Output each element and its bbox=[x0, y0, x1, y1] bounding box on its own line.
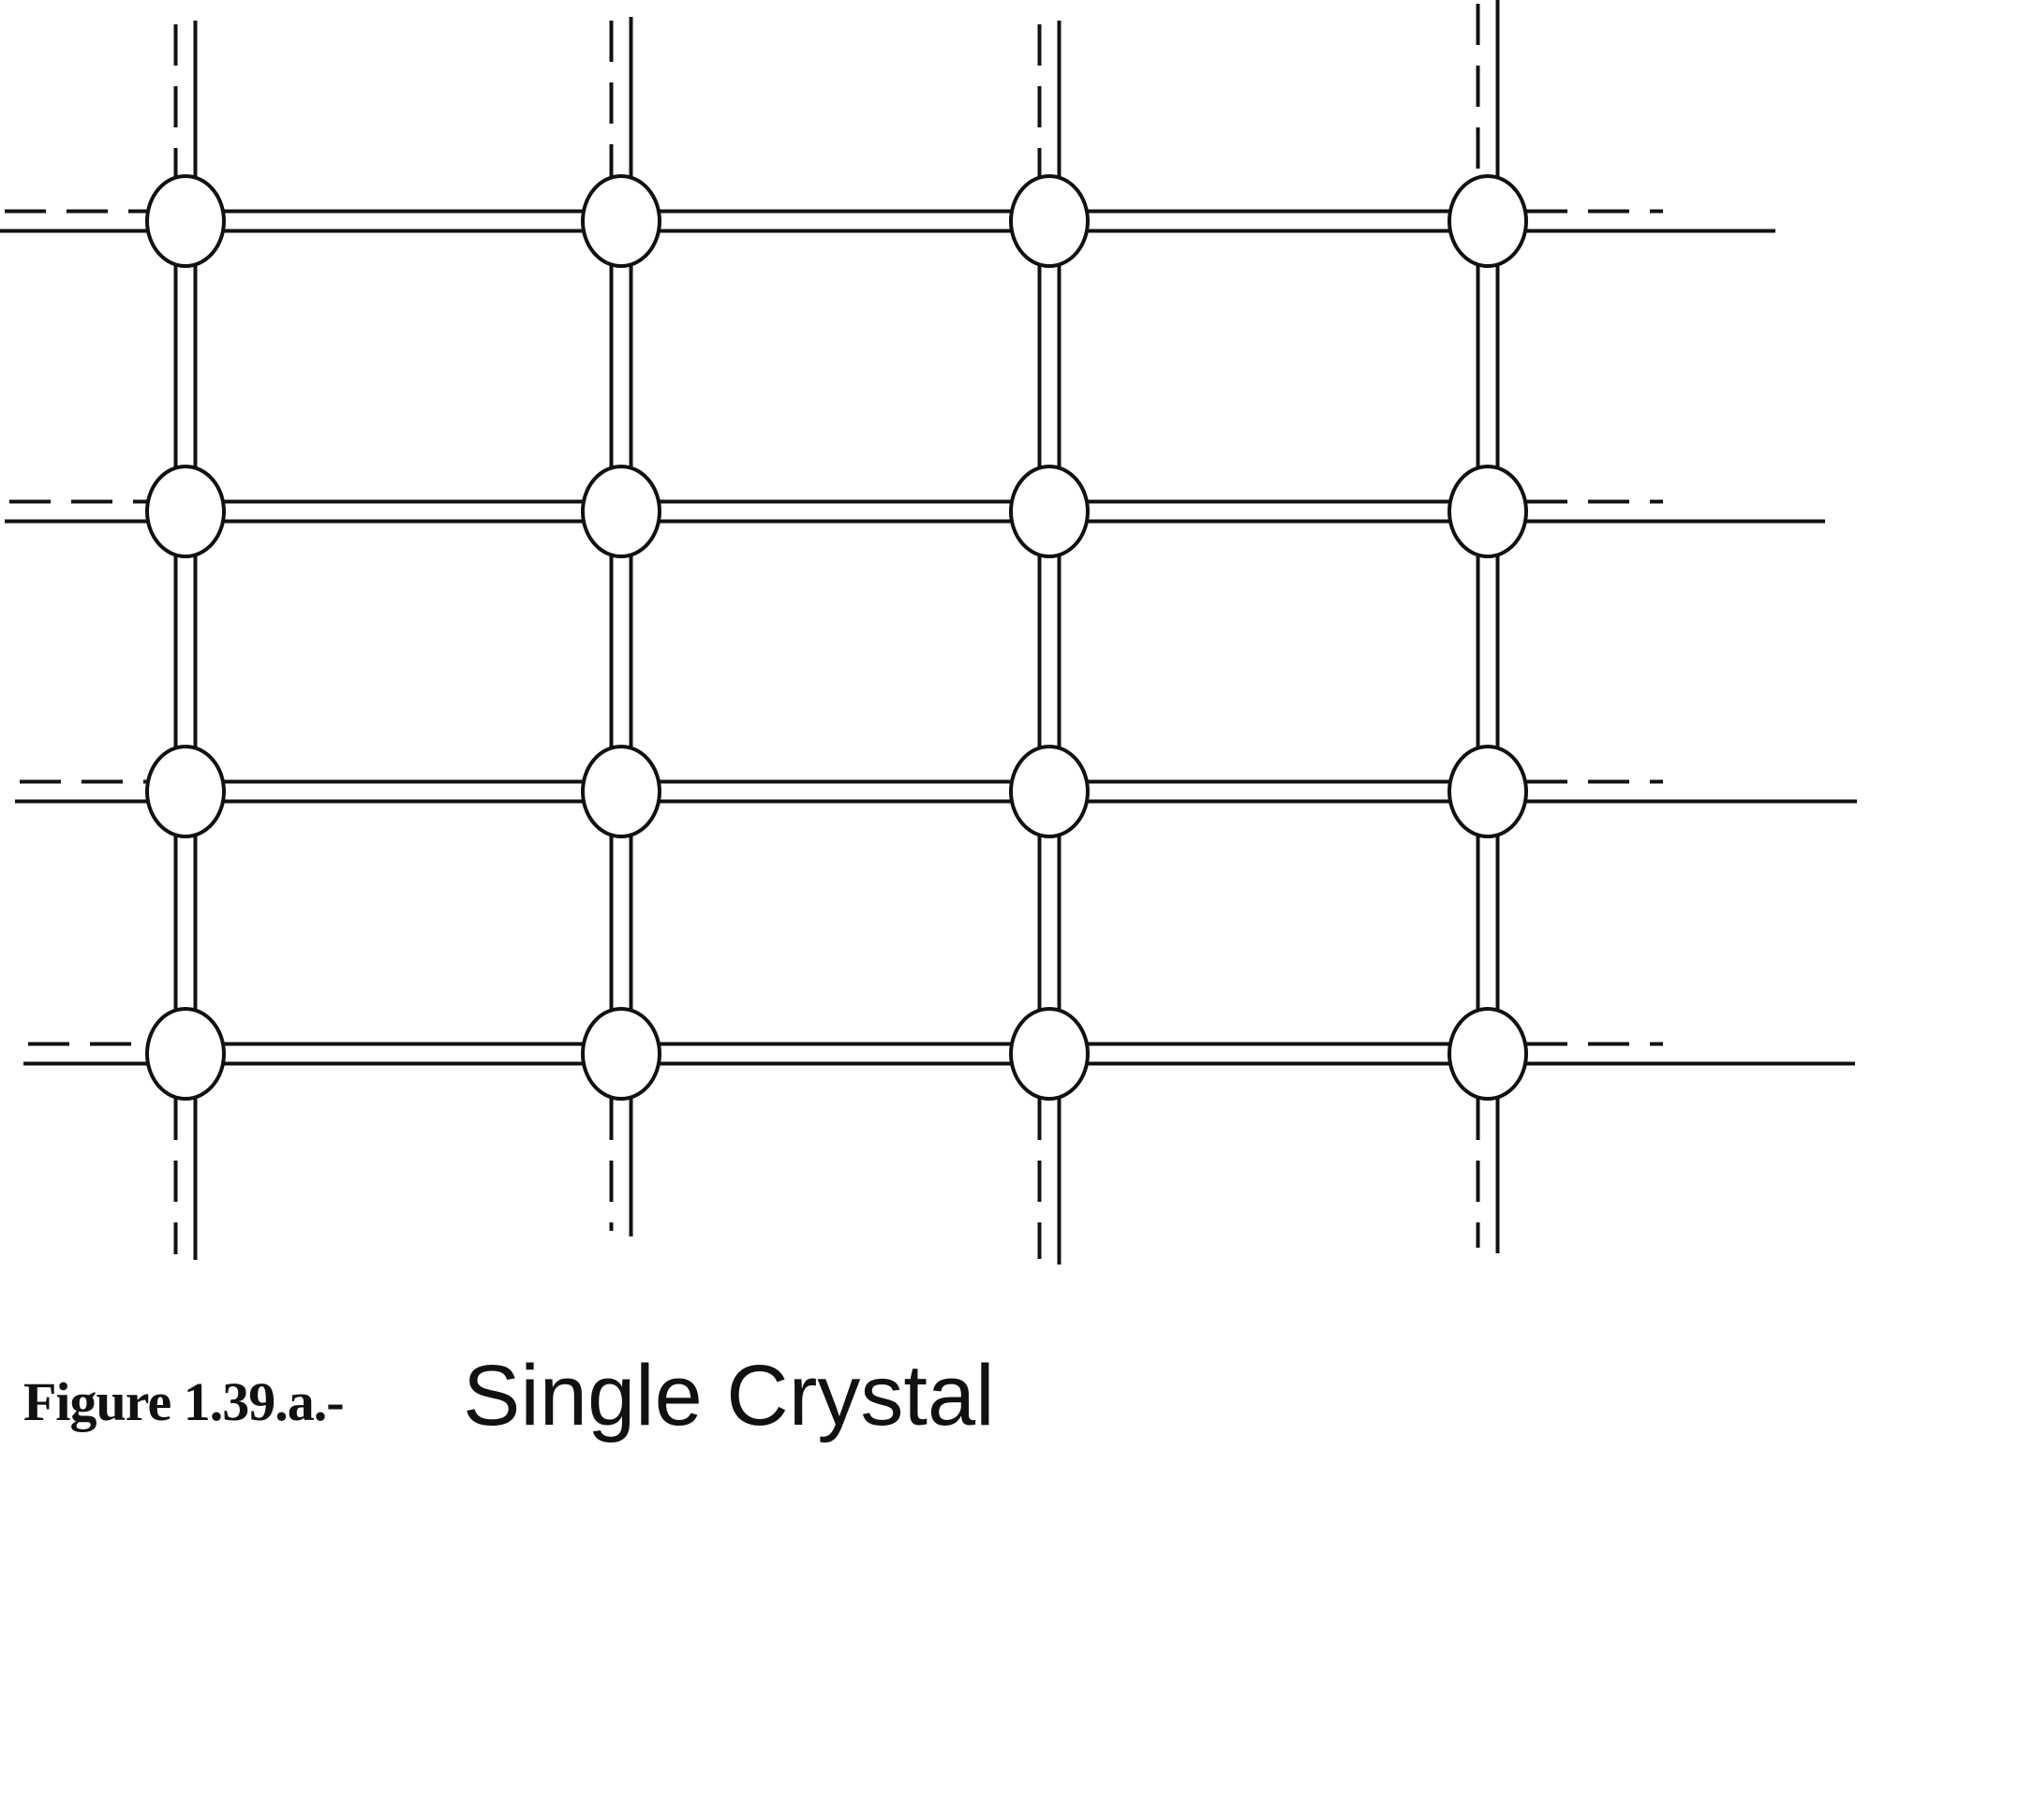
lattice-atom bbox=[1447, 174, 1528, 268]
lattice-atom bbox=[1009, 174, 1090, 268]
figure-title: Single Crystal bbox=[463, 1348, 995, 1443]
lattice-atom bbox=[1447, 1007, 1528, 1101]
lattice-atom bbox=[581, 174, 661, 268]
figure-number-label: Figure 1.39.a.- bbox=[23, 1371, 345, 1432]
lattice-atom bbox=[581, 745, 661, 838]
lattice-atom bbox=[1009, 465, 1090, 558]
lattice-atom bbox=[145, 465, 226, 558]
horizontal-bonds bbox=[0, 209, 1857, 1066]
lattice-atom bbox=[145, 174, 226, 268]
lattice-atom bbox=[145, 1007, 226, 1101]
vertical-bonds bbox=[173, 0, 1500, 1265]
lattice-atom bbox=[145, 745, 226, 838]
lattice-atom bbox=[1447, 745, 1528, 838]
lattice-atom bbox=[581, 465, 661, 558]
dashed-boundary-lines bbox=[5, 4, 1663, 1259]
lattice-atom bbox=[581, 1007, 661, 1101]
lattice-atom bbox=[1009, 1007, 1090, 1101]
lattice-atom bbox=[1447, 465, 1528, 558]
lattice-atoms bbox=[145, 174, 1528, 1101]
lattice-atom bbox=[1009, 745, 1090, 838]
